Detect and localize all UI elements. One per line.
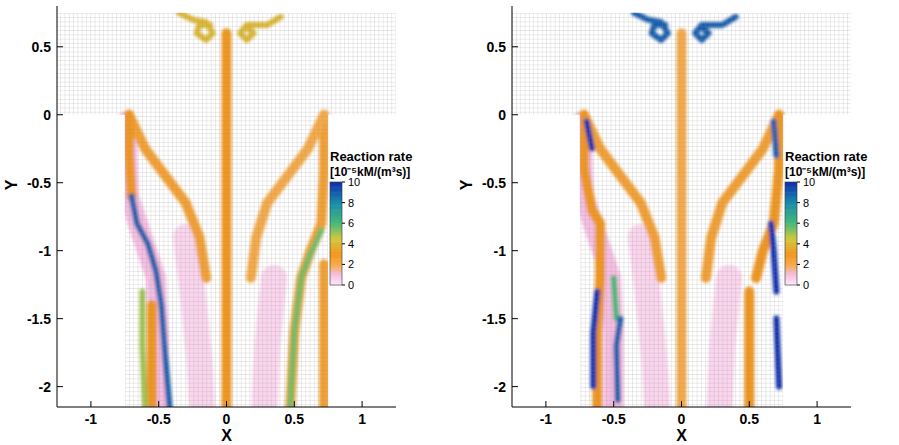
colorbar-tick <box>342 182 345 183</box>
y-tick-label: 0 <box>43 107 51 123</box>
mesh <box>57 13 396 407</box>
y-tick <box>57 250 63 251</box>
colorbar-cell <box>330 182 342 185</box>
y-tick <box>512 318 518 319</box>
colorbar-frame <box>785 182 797 285</box>
y-tick <box>512 182 518 183</box>
y-tick <box>57 46 63 47</box>
x-tick-label: 1 <box>358 411 366 427</box>
colorbar-tick <box>797 223 800 224</box>
y-axis <box>512 6 513 407</box>
x-tick <box>681 401 682 407</box>
y-tick-label: -0.5 <box>482 175 506 191</box>
plot-area <box>57 13 396 407</box>
y-tick-label: -1 <box>494 243 507 259</box>
colorbar-tick-label: 0 <box>803 279 809 291</box>
colorbar-tick-label: 8 <box>803 197 809 209</box>
y-tick <box>512 250 518 251</box>
colorbar-tick <box>342 202 345 203</box>
domain <box>57 13 396 407</box>
colorbar-tick <box>342 243 345 244</box>
colorbar-units: [10⁻⁵kM/(m³s)] <box>330 165 410 179</box>
y-tick-label: -0.5 <box>27 175 51 191</box>
colorbar-tick <box>797 264 800 265</box>
x-tick-label: -0.5 <box>147 411 171 427</box>
y-tick-label: 0 <box>498 107 506 123</box>
colorbar-tick-label: 4 <box>348 238 354 250</box>
colorbar-tick-label: 0 <box>348 279 354 291</box>
colorbar-tick <box>342 264 345 265</box>
domain <box>512 13 851 407</box>
colorbar-tick-label: 2 <box>803 258 809 270</box>
x-tick <box>613 401 614 407</box>
colorbar-tick-label: 4 <box>803 238 809 250</box>
y-tick-label: 0.5 <box>32 39 52 55</box>
x-tick-label: -1 <box>540 411 553 427</box>
x-tick-label: -0.5 <box>602 411 626 427</box>
x-tick <box>226 401 227 407</box>
plot-area <box>512 13 851 407</box>
colorbar-tick-label: 2 <box>348 258 354 270</box>
colorbar-cell <box>785 182 797 185</box>
y-tick <box>57 318 63 319</box>
x-tick-label: 1 <box>813 411 821 427</box>
y-tick <box>57 182 63 183</box>
y-tick-label: -1 <box>39 243 52 259</box>
colorbar-tick-label: 8 <box>348 197 354 209</box>
x-tick <box>545 401 546 407</box>
colorbar-tick <box>797 182 800 183</box>
x-tick-label: 0 <box>223 411 231 427</box>
x-tick <box>158 401 159 407</box>
y-axis-title: Y <box>3 179 20 190</box>
colorbar-tick <box>342 223 345 224</box>
y-tick <box>57 114 63 115</box>
y-tick <box>57 386 63 387</box>
x-tick-label: -1 <box>85 411 98 427</box>
x-tick-label: 0 <box>678 411 686 427</box>
x-tick-label: 0.5 <box>740 411 760 427</box>
x-tick <box>362 401 363 407</box>
x-tick <box>294 401 295 407</box>
colorbar-tick <box>342 285 345 286</box>
y-tick-label: -1.5 <box>482 311 506 327</box>
colorbar-units: [10⁻⁵kM/(m³s)] <box>785 165 865 179</box>
colorbar-tick <box>797 285 800 286</box>
x-tick <box>90 401 91 407</box>
y-tick-label: -2 <box>39 379 52 395</box>
x-tick <box>749 401 750 407</box>
x-axis-title: X <box>221 427 232 444</box>
colorbar-title: Reaction rate <box>785 149 867 164</box>
y-axis <box>57 6 58 407</box>
colorbar-tick-label: 6 <box>803 217 809 229</box>
x-tick-label: 0.5 <box>285 411 305 427</box>
colorbar-tick-label: 6 <box>348 217 354 229</box>
colorbar-frame <box>330 182 342 285</box>
figure: -1-0.500.51-2-1.5-1-0.500.5XY0246810Reac… <box>0 0 899 445</box>
x-axis-title: X <box>676 427 687 444</box>
y-tick-label: -1.5 <box>27 311 51 327</box>
y-tick-label: -2 <box>494 379 507 395</box>
x-tick <box>817 401 818 407</box>
colorbar-tick <box>797 202 800 203</box>
mesh <box>512 13 851 407</box>
y-tick-label: 0.5 <box>487 39 507 55</box>
y-tick <box>512 386 518 387</box>
y-tick <box>512 114 518 115</box>
colorbar-tick <box>797 243 800 244</box>
y-tick <box>512 46 518 47</box>
y-axis-title: Y <box>458 179 475 190</box>
colorbar-title: Reaction rate <box>330 149 412 164</box>
